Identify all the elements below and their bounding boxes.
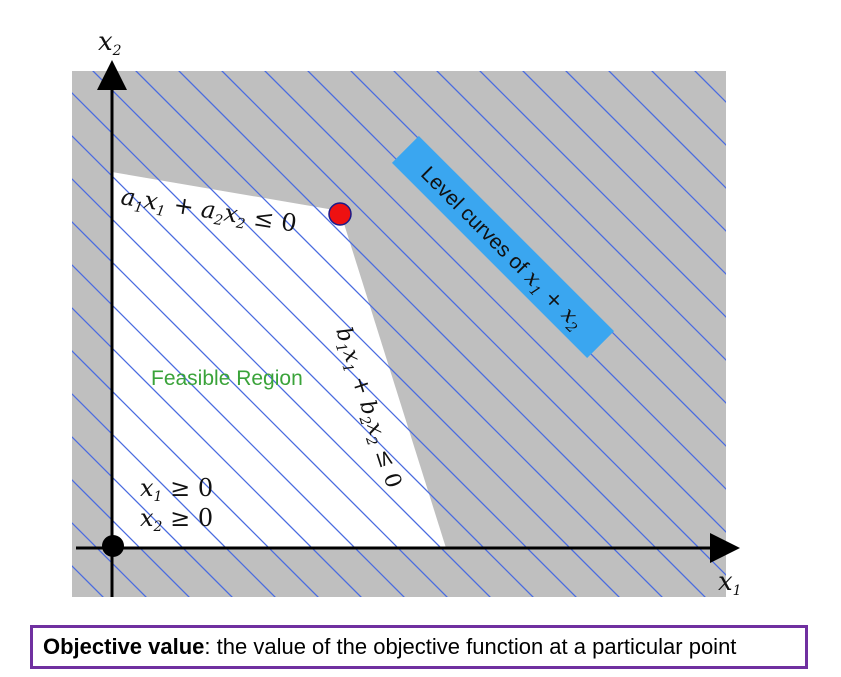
lp-diagram: x2 x1 a1x1 + a2x2 ≤ 0 b1x1 + b2x2 ≤ 0 Fe… bbox=[72, 27, 742, 599]
level-curve-line bbox=[522, 71, 726, 275]
level-curve-line bbox=[72, 479, 190, 597]
optimal-point bbox=[328, 202, 352, 226]
caption-definition: : the value of the objective function at… bbox=[204, 634, 737, 659]
constraint-top-label: a1x1 + a2x2 ≤ 0 bbox=[119, 182, 299, 240]
level-curve-line bbox=[608, 71, 726, 189]
level-curves bbox=[72, 71, 726, 597]
level-curve-line bbox=[72, 393, 276, 597]
level-curve-line bbox=[72, 522, 147, 597]
level-curve-line bbox=[221, 71, 726, 576]
level-curves-label-box bbox=[391, 135, 615, 359]
level-curve-line bbox=[135, 71, 663, 597]
level-curve-line bbox=[72, 436, 233, 597]
level-curve-line bbox=[178, 71, 706, 597]
level-curve-line bbox=[72, 135, 534, 597]
level-curve-line bbox=[72, 221, 448, 597]
level-curve-line bbox=[92, 71, 620, 597]
level-curve-line bbox=[436, 71, 726, 361]
feasible-region bbox=[112, 172, 446, 548]
level-curve-line bbox=[350, 71, 726, 447]
nonneg-x1-label: x1 ≥ 0 bbox=[140, 474, 213, 505]
level-curve-line bbox=[72, 264, 405, 597]
level-curve-line bbox=[479, 71, 726, 318]
level-curve-line bbox=[72, 92, 577, 597]
level-curve-line bbox=[651, 71, 726, 146]
level-curve-line bbox=[264, 71, 726, 533]
level-curve-line bbox=[72, 178, 491, 597]
caption-term: Objective value bbox=[43, 634, 205, 659]
feasible-region-label: Feasible Region bbox=[151, 367, 303, 390]
objective-value-caption: Objective value: the value of the object… bbox=[30, 625, 808, 669]
level-curve-line bbox=[565, 71, 726, 232]
level-curve-line bbox=[72, 307, 362, 597]
origin-point bbox=[102, 535, 124, 557]
level-curve-line bbox=[393, 71, 726, 404]
x1-axis-label: x1 bbox=[718, 567, 742, 599]
level-curve-line bbox=[72, 565, 104, 597]
x2-axis-label: x2 bbox=[98, 27, 122, 59]
nonneg-x2-label: x2 ≥ 0 bbox=[140, 504, 213, 535]
level-curve-line bbox=[72, 350, 319, 597]
